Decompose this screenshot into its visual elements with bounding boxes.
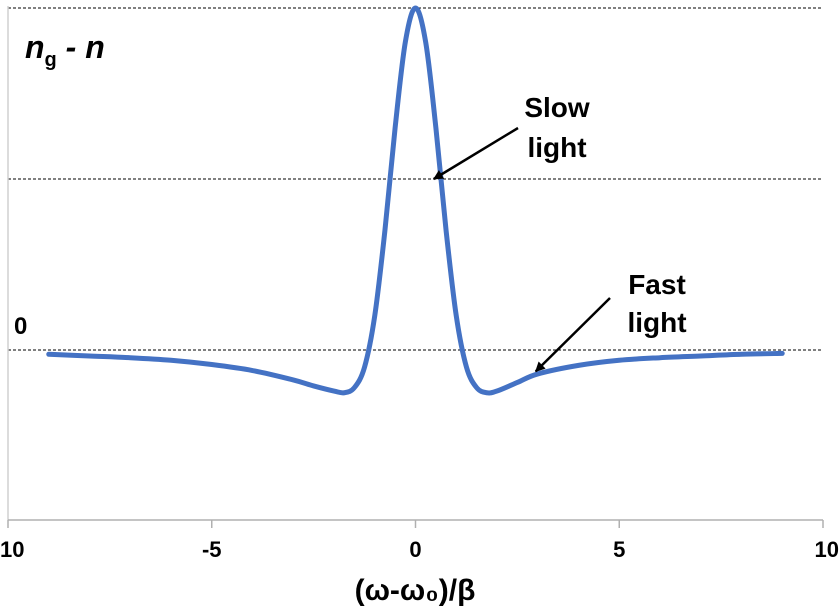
y-label-rest: - n bbox=[57, 29, 105, 65]
annotation-0-line-1: light bbox=[527, 132, 586, 163]
y-zero-label: 0 bbox=[14, 313, 27, 340]
y-axis-label: ng - n bbox=[25, 29, 105, 71]
annotation-0-line-0: Slow bbox=[524, 92, 590, 123]
y-label-subscript: g bbox=[45, 49, 57, 71]
x-tick-marks bbox=[8, 520, 823, 528]
grid-lines bbox=[8, 8, 823, 350]
x-tick-labels: 10 -5 0 5 10 bbox=[0, 537, 839, 562]
x-tick-label-2: 0 bbox=[409, 537, 421, 562]
annotation-arrow-0 bbox=[434, 128, 518, 179]
annotation-1-line-1: light bbox=[627, 307, 686, 338]
x-tick-label-1: -5 bbox=[202, 537, 222, 562]
x-tick-label-0: 10 bbox=[0, 537, 24, 562]
x-axis-label: (ω-ω₀)/β bbox=[355, 574, 476, 607]
x-tick-label-4: 10 bbox=[815, 537, 839, 562]
x-tick-label-3: 5 bbox=[613, 537, 625, 562]
annotations: Slow light Fast light bbox=[434, 92, 687, 371]
y-label-main: n bbox=[25, 29, 45, 65]
annotation-1-line-0: Fast bbox=[628, 269, 686, 300]
